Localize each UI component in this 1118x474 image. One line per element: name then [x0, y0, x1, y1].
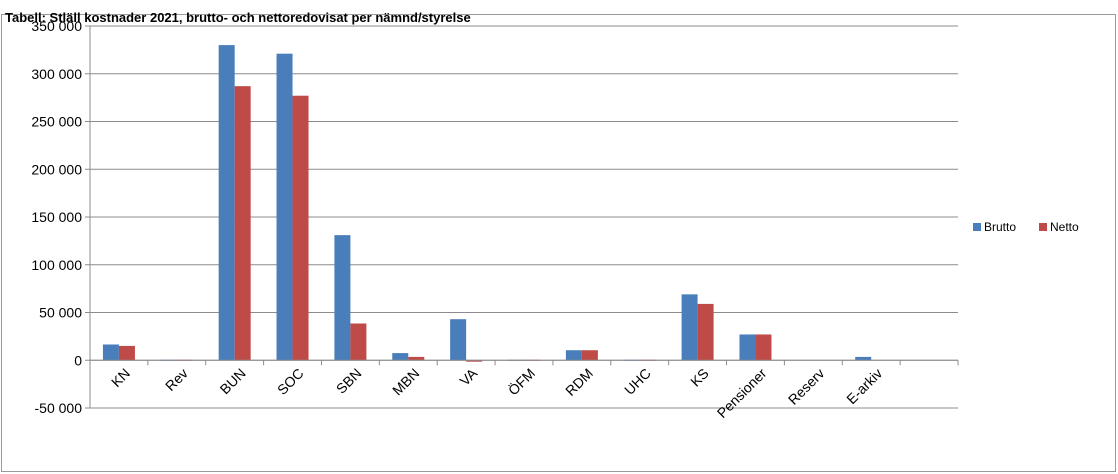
legend-label-brutto: Brutto — [984, 220, 1016, 234]
legend-swatch-brutto — [973, 223, 981, 231]
bar-netto-bun — [234, 86, 251, 361]
bar-brutto-mbn — [392, 353, 409, 361]
bar-netto-mbn — [408, 356, 425, 361]
y-tick-label: 0 — [74, 352, 82, 368]
y-tick-label: 150 000 — [31, 209, 82, 225]
bar-netto-kn — [118, 345, 135, 361]
bar-brutto-e-arkiv — [855, 356, 872, 361]
bar-netto-rdm — [581, 350, 598, 361]
x-tick-label: SOC — [274, 365, 307, 398]
bar-netto-sbn — [350, 323, 367, 361]
chart-title: Tabell: Stläll kostnader 2021, brutto- o… — [5, 10, 471, 25]
bar-brutto-va — [450, 319, 467, 361]
bar-netto-pensioner — [755, 334, 772, 361]
x-tick-label: ÖFM — [504, 364, 538, 398]
y-tick-label: 100 000 — [31, 257, 82, 273]
bar-brutto-bun — [218, 45, 235, 361]
bar-netto-va — [466, 360, 483, 362]
x-tick-label: MBN — [389, 365, 422, 398]
y-tick-label: 350 000 — [31, 18, 82, 34]
x-tick-label: BUN — [217, 365, 249, 397]
x-tick-label: SBN — [333, 365, 365, 397]
legend-swatch-netto — [1039, 223, 1047, 231]
x-axis-ticks: KN Rev BUN SOC SBN MBN VA ÖFM RDM UHC KS Pensioner R… — [90, 359, 959, 421]
x-tick-label: UHC — [621, 365, 654, 398]
legend: Brutto Netto — [973, 220, 1079, 234]
chart-frame: Tabell: Stläll kostnader 2021, brutto- o… — [1, 10, 1116, 472]
x-tick-label: KN — [108, 365, 133, 390]
y-tick-label: 250 000 — [31, 114, 82, 130]
y-tick-label: 300 000 — [31, 66, 82, 82]
x-tick-label: Pensioner — [714, 365, 770, 421]
bar-brutto-pensioner — [739, 334, 756, 361]
x-tick-label: Reserv — [785, 365, 828, 408]
x-tick-label: VA — [456, 365, 480, 389]
x-tick-label: RDM — [562, 365, 596, 399]
bar-brutto-rdm — [565, 350, 582, 361]
y-axis-ticks: 350 000 300 000 250 000 200 000 150 000 100 0… — [31, 18, 91, 416]
x-tick-label: Rev — [162, 365, 191, 394]
y-tick-label: -50 000 — [35, 400, 83, 416]
legend-label-netto: Netto — [1050, 220, 1079, 234]
y-tick-label: 50 000 — [39, 305, 82, 321]
bar-brutto-soc — [276, 53, 293, 361]
x-tick-label: KS — [687, 365, 712, 390]
bar-brutto-sbn — [334, 235, 351, 361]
bars — [102, 45, 872, 362]
bar-netto-soc — [292, 95, 309, 361]
x-tick-label: E-arkiv — [843, 365, 885, 407]
y-tick-label: 200 000 — [31, 161, 82, 177]
bar-brutto-ks — [681, 294, 698, 361]
bar-brutto-kn — [102, 344, 119, 361]
bar-netto-ks — [697, 303, 714, 361]
